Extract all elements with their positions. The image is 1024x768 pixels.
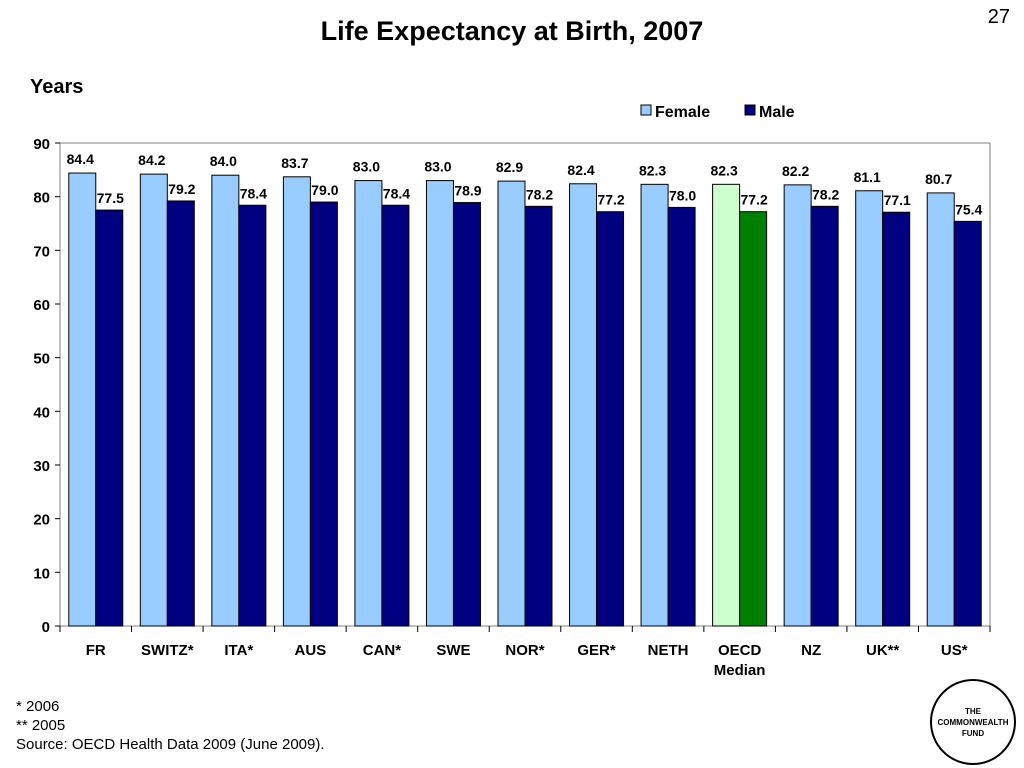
male-bar: [238, 204, 267, 627]
male-data-label: 78.9: [454, 183, 481, 199]
y-tick-label: 20: [33, 512, 50, 529]
male-bar: [309, 201, 338, 627]
male-data-label: 78.2: [812, 186, 839, 202]
commonwealth-fund-logo: THE COMMONWEALTH FUND: [930, 679, 1016, 765]
category-label: NOR*: [505, 642, 544, 659]
logo-line: THE: [965, 706, 981, 716]
category-label: US*: [941, 642, 968, 659]
female-data-label: 80.7: [925, 171, 952, 187]
male-data-label: 78.2: [526, 186, 553, 202]
female-data-label: 82.3: [639, 162, 666, 178]
category-label: CAN*: [363, 642, 401, 659]
logo-line: FUND: [961, 728, 985, 738]
female-bar: [68, 172, 97, 627]
female-data-label: 83.0: [353, 159, 380, 175]
category-label: SWE: [436, 642, 470, 659]
female-bar: [425, 180, 454, 627]
female-data-label: 82.3: [710, 162, 737, 178]
legend-swatch: [744, 104, 756, 116]
male-data-label: 78.4: [383, 185, 410, 201]
female-data-label: 82.2: [782, 163, 809, 179]
male-data-label: 78.0: [669, 187, 696, 203]
male-bar: [739, 211, 768, 627]
chart-title: Life Expectancy at Birth, 2007: [320, 16, 704, 46]
female-bar: [211, 174, 240, 627]
female-data-label: 82.4: [567, 162, 594, 178]
male-data-label: 78.4: [240, 185, 267, 201]
page-number: 27: [987, 6, 1010, 28]
female-bar: [497, 180, 526, 627]
male-bar: [95, 209, 124, 627]
logo-line: COMMONWEALTH: [937, 717, 1009, 727]
male-bar: [524, 205, 553, 627]
male-bar: [166, 200, 195, 627]
female-bar: [926, 192, 955, 627]
female-data-label: 82.9: [496, 159, 523, 175]
male-bar: [381, 204, 410, 627]
footnotes: * 2006 ** 2005 Source: OECD Health Data …: [16, 697, 325, 754]
legend-swatch: [640, 104, 652, 116]
category-label: ITA*: [224, 642, 253, 659]
male-bar: [953, 220, 982, 627]
female-bar: [282, 176, 311, 627]
y-tick-label: 60: [33, 297, 50, 314]
female-bar: [569, 183, 598, 627]
female-bar: [855, 190, 884, 627]
category-label: GER*: [577, 642, 616, 659]
y-tick-label: 0: [42, 619, 50, 636]
footnote-2005: ** 2005: [16, 717, 66, 734]
y-tick-label: 50: [33, 351, 50, 368]
female-bar: [783, 184, 812, 627]
female-data-label: 81.1: [854, 169, 881, 185]
female-bar: [640, 183, 669, 627]
male-data-label: 79.0: [311, 182, 338, 198]
category-label: NZ: [801, 642, 821, 659]
category-label: UK**: [866, 642, 900, 659]
female-data-label: 84.2: [138, 152, 165, 168]
category-label: NETH: [648, 642, 689, 659]
male-bar: [882, 211, 911, 627]
category-label: OECD Median: [714, 642, 766, 679]
legend-label: Male: [759, 104, 795, 121]
female-data-label: 84.4: [67, 151, 94, 167]
male-bar: [452, 202, 481, 627]
y-tick-label: 30: [33, 458, 50, 475]
legend-label: Female: [655, 104, 710, 121]
y-tick-label: 40: [33, 404, 50, 421]
male-bar: [596, 211, 625, 627]
category-label: AUS: [295, 642, 327, 659]
footnote-2006: * 2006: [16, 698, 60, 715]
y-tick-label: 90: [33, 136, 50, 153]
female-data-label: 84.0: [210, 153, 237, 169]
male-data-label: 77.5: [97, 190, 124, 206]
male-data-label: 75.4: [955, 201, 982, 217]
y-tick-label: 10: [33, 565, 50, 582]
male-data-label: 77.2: [597, 192, 624, 208]
male-data-label: 77.2: [740, 192, 767, 208]
source-note: Source: OECD Health Data 2009 (June 2009…: [16, 736, 325, 753]
female-bar: [712, 183, 741, 627]
male-bar: [667, 206, 696, 627]
male-bar: [810, 205, 839, 627]
female-bar: [354, 180, 383, 627]
male-data-label: 77.1: [884, 192, 911, 208]
y-axis-label: Years: [30, 76, 84, 98]
category-label: SWITZ*: [141, 642, 194, 659]
female-bar: [139, 173, 168, 627]
y-tick-label: 70: [33, 243, 50, 260]
y-tick-label: 80: [33, 190, 50, 207]
female-data-label: 83.7: [281, 155, 308, 171]
female-data-label: 83.0: [424, 159, 451, 175]
category-label: FR: [86, 642, 106, 659]
male-data-label: 79.2: [168, 181, 195, 197]
